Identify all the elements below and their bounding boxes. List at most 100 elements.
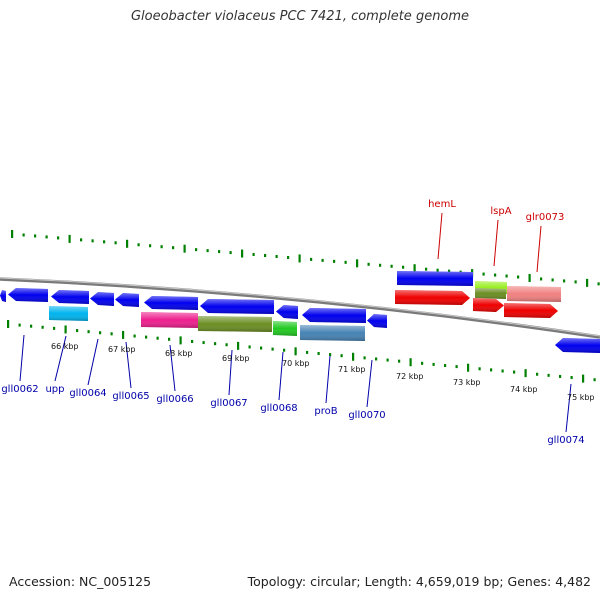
tick-mark <box>386 358 389 362</box>
gene-label: gll0067 <box>210 398 247 409</box>
tick-mark <box>540 277 543 281</box>
tick-mark <box>448 269 451 273</box>
tick-mark <box>34 234 37 238</box>
tick-marks-lower <box>7 320 596 383</box>
kbp-label: 72 kbp <box>396 372 424 381</box>
gene-block-prob-shade <box>300 325 365 341</box>
tick-mark <box>183 244 186 253</box>
tick-mark <box>206 249 209 253</box>
tick-mark <box>329 353 332 357</box>
tick-mark <box>237 341 240 350</box>
tick-mark <box>202 341 205 345</box>
tick-mark <box>409 358 412 367</box>
tick-mark <box>390 264 393 268</box>
gene-block-gll0068-shade <box>273 321 297 336</box>
tick-mark <box>582 374 585 383</box>
label-leader <box>228 349 233 396</box>
kbp-label: 75 kbp <box>567 393 595 402</box>
tick-mark <box>593 378 596 382</box>
label-leader <box>54 335 67 382</box>
gene-arrow-lspA-shade <box>473 298 504 312</box>
gene-features <box>0 271 600 353</box>
tick-mark <box>478 367 481 371</box>
kbp-label: 71 kbp <box>338 365 366 374</box>
kbp-label: 67 kbp <box>108 345 136 354</box>
gene-block-gll0067-shade <box>198 316 272 332</box>
tick-mark <box>64 325 67 334</box>
gene-arrow-gll0070-shade <box>367 314 387 328</box>
tick-mark <box>494 273 497 277</box>
kbp-labels: 66 kbp 67 kbp 68 kbp 69 kbp 70 kbp 71 kbp 72 k… <box>51 342 595 402</box>
tick-mark <box>559 374 562 378</box>
tick-mark <box>455 365 458 369</box>
gene-label: hemL <box>428 199 456 210</box>
tick-mark <box>214 342 217 346</box>
label-leaders <box>19 212 572 433</box>
tick-mark <box>432 362 435 366</box>
tick-mark <box>122 330 125 339</box>
tick-mark <box>467 363 470 372</box>
tick-mark <box>363 356 366 360</box>
kbp-label: 69 kbp <box>222 354 250 363</box>
tick-mark <box>517 275 520 279</box>
tick-mark <box>41 325 44 329</box>
label-leader <box>125 341 132 389</box>
tick-mark <box>126 239 129 248</box>
tick-mark <box>160 245 163 249</box>
tick-mark <box>53 326 56 330</box>
gene-block-upp-shade <box>49 306 88 321</box>
gene-arrow-gll0074-shade <box>555 338 600 353</box>
tick-mark <box>271 347 274 351</box>
tick-mark <box>7 320 10 328</box>
gene-label: upp <box>45 384 64 395</box>
tick-mark <box>18 323 21 327</box>
gene-label: gll0070 <box>348 410 385 421</box>
tick-mark <box>76 329 79 333</box>
tick-mark <box>91 239 94 243</box>
tick-mark <box>114 241 117 245</box>
gene-label: gll0066 <box>156 394 193 405</box>
kbp-label: 66 kbp <box>51 342 79 351</box>
tick-mark <box>340 354 343 358</box>
tick-mark <box>444 364 447 368</box>
tick-mark <box>287 255 290 259</box>
tick-mark <box>110 332 113 336</box>
genome-backbone <box>0 277 600 339</box>
gene-arrow-upp-shade <box>51 290 89 304</box>
label-leader <box>87 338 99 386</box>
gene-block-glr0073-upper-shade <box>507 286 561 302</box>
tick-mark <box>225 343 228 347</box>
tick-marks-upper <box>11 230 600 287</box>
gene-label: glr0073 <box>526 212 565 223</box>
tick-mark <box>195 248 198 252</box>
tick-mark <box>375 357 378 361</box>
tick-mark <box>344 260 347 264</box>
tick-mark <box>179 336 182 345</box>
label-leader <box>169 344 176 392</box>
gene-arrow-gll0064-shade <box>90 292 114 306</box>
tick-mark <box>402 265 405 269</box>
tick-mark <box>490 368 493 372</box>
tick-mark <box>172 246 175 250</box>
gene-label: gll0064 <box>69 388 106 399</box>
tick-mark <box>413 264 416 273</box>
label-leader <box>325 355 331 404</box>
tick-mark <box>229 251 232 255</box>
tick-mark <box>260 346 263 350</box>
genome-backbone-highlight <box>0 277 600 337</box>
gene-label: proB <box>314 406 337 417</box>
tick-mark <box>321 258 324 262</box>
gene-arrow-gll0066-shade <box>144 296 198 310</box>
tick-mark <box>586 278 589 287</box>
tick-mark <box>310 257 313 261</box>
tick-mark <box>563 279 566 283</box>
tick-mark <box>317 351 320 355</box>
kbp-label: 73 kbp <box>453 378 481 387</box>
gene-label: lspA <box>490 206 511 217</box>
tick-mark <box>149 244 152 248</box>
tick-mark <box>551 278 554 282</box>
tick-mark <box>597 282 600 286</box>
tick-mark <box>191 339 194 343</box>
tick-mark <box>80 238 83 242</box>
tick-mark <box>306 350 309 354</box>
